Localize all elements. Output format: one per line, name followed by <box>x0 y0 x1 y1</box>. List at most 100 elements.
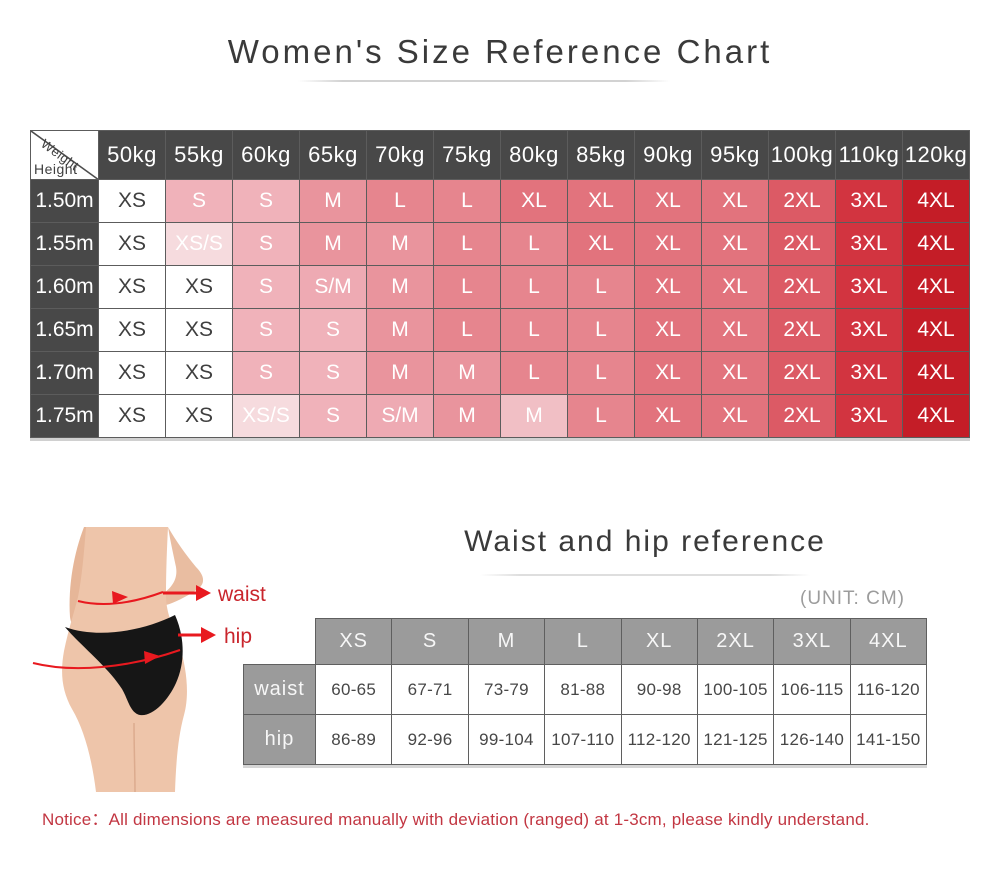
size-cell: M <box>433 351 501 395</box>
weight-header-70kg: 70kg <box>366 130 434 180</box>
size-cell: XL <box>634 394 702 438</box>
size-cell: 3XL <box>835 308 903 352</box>
size-cell: M <box>366 351 434 395</box>
size-cell: L <box>433 179 501 223</box>
figure-right-arm <box>164 527 204 605</box>
size-cell: L <box>567 308 635 352</box>
measure-header-row: XS S M L XL 2XL 3XL 4XL <box>244 618 928 665</box>
measure-value-cell: 90-98 <box>620 664 698 715</box>
measure-label-waist: waist <box>243 664 316 715</box>
height-header-1.60m: 1.60m <box>30 265 99 309</box>
size-cell: XL <box>701 351 769 395</box>
weight-header-50kg: 50kg <box>98 130 166 180</box>
size-cell: 2XL <box>768 265 836 309</box>
measure-header-XS: XS <box>314 618 393 665</box>
waist-hip-table: XS S M L XL 2XL 3XL 4XL waist 60-65 67-71 73-79 81-… <box>243 618 928 765</box>
size-cell: XL <box>701 394 769 438</box>
size-cell: L <box>433 308 501 352</box>
size-cell: L <box>500 308 568 352</box>
measure-value-cell: 116-120 <box>849 664 928 715</box>
size-row-1.70m: 1.70m XS XS S S M M L L XL XL 2XL 3XL 4XL <box>30 351 970 395</box>
measure-value-cell: 67-71 <box>391 664 469 715</box>
measure-value-cell: 121-125 <box>696 714 775 765</box>
weight-header-60kg: 60kg <box>232 130 300 180</box>
size-row-1.75m: 1.75m XS XS XS/S S S/M M M L XL XL 2XL 3XL 4XL <box>30 394 970 438</box>
size-cell: L <box>500 351 568 395</box>
size-cell: 4XL <box>902 308 970 352</box>
size-cell: L <box>500 265 568 309</box>
measure-value-cell: 73-79 <box>467 664 546 715</box>
figure-leg-line <box>133 722 136 793</box>
size-cell: S/M <box>299 265 367 309</box>
measure-value-cell: 100-105 <box>696 664 775 715</box>
size-cell: XS <box>98 394 166 438</box>
weight-header-95kg: 95kg <box>701 130 769 180</box>
size-cell: M <box>366 222 434 266</box>
size-cell: XS <box>98 351 166 395</box>
hip-measure-arrow-icon <box>144 651 160 664</box>
weight-header-55kg: 55kg <box>165 130 233 180</box>
measure-row-hip: hip 86-89 92-96 99-104 107-110 112-120 121-125… <box>243 714 928 765</box>
size-cell: XS/S <box>232 394 300 438</box>
hip-pointer-arrow-icon <box>201 627 216 643</box>
size-cell: S <box>299 308 367 352</box>
size-cell: XS <box>98 308 166 352</box>
size-cell: 4XL <box>902 222 970 266</box>
size-cell: XL <box>701 265 769 309</box>
height-header-1.55m: 1.55m <box>30 222 99 266</box>
weight-header-80kg: 80kg <box>500 130 568 180</box>
size-cell: 4XL <box>902 265 970 309</box>
measure-value-cell: 112-120 <box>620 714 698 765</box>
weight-header-100kg: 100kg <box>768 130 836 180</box>
size-cell: L <box>567 265 635 309</box>
waist-pointer-arrow-icon <box>196 585 211 601</box>
measure-header-S: S <box>391 618 469 665</box>
height-header-1.75m: 1.75m <box>30 394 99 438</box>
size-cell: S <box>299 394 367 438</box>
size-cell: L <box>500 222 568 266</box>
size-cell: 2XL <box>768 394 836 438</box>
measure-blank-cell <box>244 619 316 665</box>
size-cell: XS <box>165 265 233 309</box>
measure-value-cell: 126-140 <box>773 714 851 765</box>
body-measurement-figure: waist hip <box>28 527 278 793</box>
height-header-1.50m: 1.50m <box>30 179 99 223</box>
size-cell: L <box>567 394 635 438</box>
title-divider <box>298 80 670 82</box>
size-cell: XS/S <box>165 222 233 266</box>
notice-text: Notice：All dimensions are measured manua… <box>42 810 870 829</box>
size-cell: XS <box>165 308 233 352</box>
measure-value-cell: 60-65 <box>314 664 393 715</box>
measure-value-cell: 86-89 <box>314 714 393 765</box>
height-header-1.65m: 1.65m <box>30 308 99 352</box>
size-cell: XL <box>701 308 769 352</box>
measure-value-cell: 107-110 <box>544 714 622 765</box>
size-cell: 4XL <box>902 351 970 395</box>
measure-value-cell: 99-104 <box>467 714 546 765</box>
size-cell: S <box>232 265 300 309</box>
size-cell: M <box>500 394 568 438</box>
size-cell: XL <box>500 179 568 223</box>
unit-note: (UNIT: CM) <box>800 588 905 609</box>
size-cell: XS <box>165 394 233 438</box>
measure-value-cell: 141-150 <box>849 714 928 765</box>
weight-header-65kg: 65kg <box>299 130 367 180</box>
size-cell: M <box>366 265 434 309</box>
size-cell: 2XL <box>768 222 836 266</box>
size-cell: 3XL <box>835 394 903 438</box>
size-cell: S <box>232 308 300 352</box>
waist-measure-arrow-icon <box>112 591 128 604</box>
figure-illustration: waist hip <box>32 527 266 793</box>
measure-header-2XL: 2XL <box>696 618 775 665</box>
measure-header-4XL: 4XL <box>849 618 928 665</box>
measure-header-M: M <box>467 618 546 665</box>
size-cell: 4XL <box>902 394 970 438</box>
size-row-1.60m: 1.60m XS XS S S/M M L L L XL XL 2XL 3XL 4XL <box>30 265 970 309</box>
size-cell: XS <box>98 179 166 223</box>
corner-height-label: Height <box>34 161 78 177</box>
size-cell: XL <box>634 308 702 352</box>
section-divider <box>480 574 810 576</box>
size-cell: L <box>366 179 434 223</box>
size-table-header-row: Weight Height 50kg 55kg 60kg 65kg 70kg 75kg 80… <box>30 130 970 180</box>
